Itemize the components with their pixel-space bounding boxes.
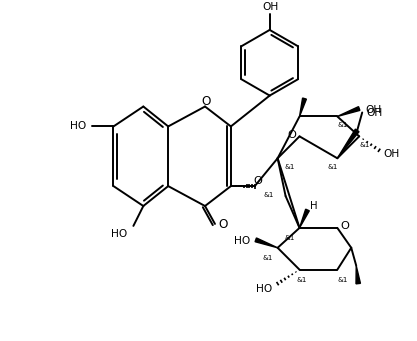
Text: OH: OH [366, 108, 382, 118]
Text: &1: &1 [337, 277, 347, 283]
Text: HO: HO [70, 121, 86, 131]
Text: OH: OH [365, 104, 381, 115]
Text: &1: &1 [263, 255, 273, 261]
Text: OH: OH [383, 149, 399, 159]
Text: HO: HO [111, 229, 128, 239]
Polygon shape [255, 238, 278, 248]
Text: &1: &1 [284, 235, 295, 241]
Text: O: O [253, 176, 262, 186]
Text: &1: &1 [337, 122, 347, 129]
Text: O: O [287, 130, 296, 140]
Text: H: H [310, 201, 317, 211]
Text: HO: HO [234, 236, 250, 246]
Polygon shape [337, 129, 359, 158]
Text: OH: OH [263, 2, 279, 12]
Polygon shape [337, 107, 360, 117]
Text: O: O [201, 95, 211, 108]
Polygon shape [299, 98, 306, 117]
Text: &1: &1 [284, 164, 295, 170]
Text: &1: &1 [359, 142, 369, 148]
Polygon shape [356, 266, 360, 284]
Text: O: O [341, 221, 350, 231]
Polygon shape [299, 209, 309, 228]
Text: &1: &1 [296, 277, 306, 283]
Text: &1: &1 [327, 164, 337, 170]
Text: HO: HO [256, 284, 272, 294]
Text: &1: &1 [264, 192, 274, 198]
Text: O: O [218, 218, 228, 232]
